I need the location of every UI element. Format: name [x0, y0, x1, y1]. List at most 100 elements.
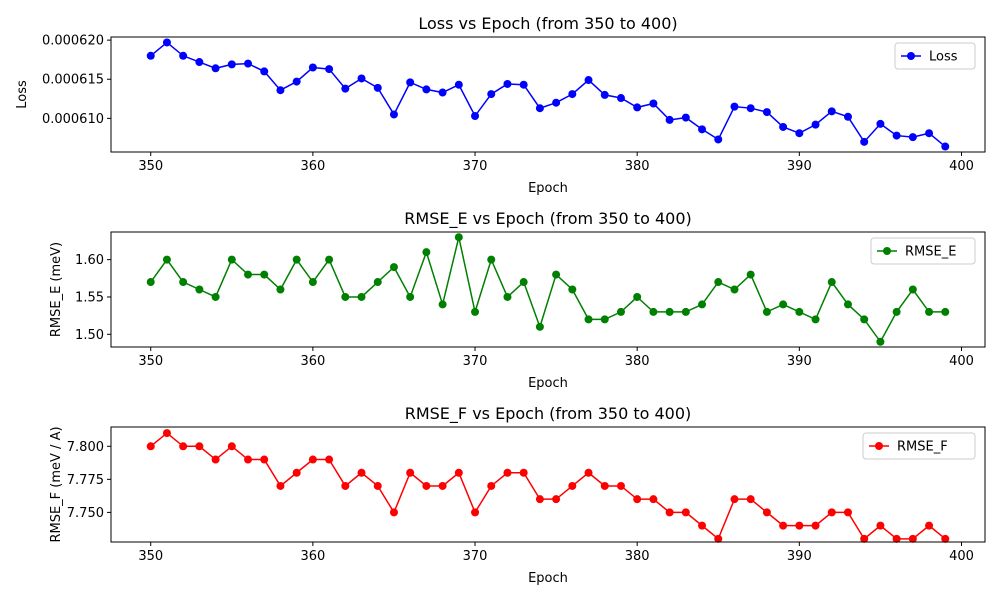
data-point [584, 76, 593, 85]
data-point [746, 495, 755, 504]
plot-frame [110, 231, 986, 348]
data-point [276, 86, 285, 95]
data-point [941, 534, 950, 543]
data-point [357, 468, 366, 477]
data-point [244, 59, 253, 68]
data-point [519, 468, 528, 477]
legend-box [870, 237, 976, 265]
data-point [276, 481, 285, 490]
data-point [211, 292, 220, 301]
data-point [584, 468, 593, 477]
data-point [746, 270, 755, 279]
x-tick-label: 360 [300, 549, 325, 564]
data-point [406, 468, 415, 477]
data-point [308, 63, 317, 72]
x-tick-label: 400 [949, 549, 974, 564]
data-point [860, 315, 869, 324]
data-point [146, 442, 155, 451]
data-point [698, 521, 707, 530]
y-tick-label: 7.750 [67, 506, 104, 521]
data-point [795, 129, 804, 138]
data-point [714, 135, 723, 144]
y-tick-label: 1.60 [75, 253, 104, 268]
data-point [211, 64, 220, 73]
y-axis-label: RMSE_F (meV / A) [49, 426, 64, 542]
legend-marker [907, 52, 915, 60]
x-tick-label: 370 [463, 159, 488, 174]
data-point [341, 481, 350, 490]
data-point [584, 315, 593, 324]
data-point [308, 278, 317, 287]
data-point [487, 481, 496, 490]
data-point [795, 521, 804, 530]
x-tick-label: 390 [787, 354, 812, 369]
data-point [406, 292, 415, 301]
y-axis-label: RMSE_E (meV) [49, 242, 64, 337]
data-point [827, 508, 836, 517]
x-tick-label: 350 [138, 354, 163, 369]
legend-label: RMSE_F [897, 440, 948, 455]
data-point [195, 58, 204, 67]
data-point [211, 455, 220, 464]
legend-box [862, 432, 976, 460]
x-axis-label: Epoch [528, 571, 568, 586]
data-point [843, 300, 852, 309]
data-point [422, 85, 431, 94]
y-tick-label: 1.55 [75, 290, 104, 305]
data-point [503, 292, 512, 301]
x-tick-label: 380 [625, 159, 650, 174]
data-point [471, 307, 480, 316]
data-point [827, 278, 836, 287]
data-point [422, 248, 431, 257]
data-point [908, 534, 917, 543]
data-point [730, 102, 739, 111]
data-point [357, 74, 366, 83]
x-tick-label: 360 [300, 354, 325, 369]
data-point [535, 495, 544, 504]
data-point [633, 292, 642, 301]
legend-label: Loss [929, 50, 958, 65]
data-point [389, 110, 398, 119]
data-point [292, 255, 301, 264]
data-point [535, 104, 544, 113]
x-axis-label: Epoch [528, 181, 568, 196]
y-tick-label: 7.800 [67, 440, 104, 455]
chart-panel-1: Loss vs Epoch (from 350 to 400) 350 360 370… [15, 14, 986, 196]
plot-frame [110, 36, 986, 153]
data-point [681, 113, 690, 122]
data-point [681, 307, 690, 316]
data-point [892, 131, 901, 140]
data-point [649, 99, 658, 108]
data-point [827, 107, 836, 116]
data-point [373, 83, 382, 92]
x-tick-label: 400 [949, 354, 974, 369]
data-point [860, 137, 869, 146]
data-point [649, 495, 658, 504]
data-point [341, 292, 350, 301]
data-point [762, 307, 771, 316]
data-point [146, 278, 155, 287]
data-point [503, 468, 512, 477]
data-point [260, 270, 269, 279]
data-point [389, 508, 398, 517]
data-point [325, 455, 334, 464]
y-tick-label: 0.000610 [42, 112, 104, 127]
data-point [227, 442, 236, 451]
data-point [762, 508, 771, 517]
x-tick-label: 370 [463, 549, 488, 564]
data-point [454, 468, 463, 477]
data-point [162, 38, 171, 47]
data-point [876, 119, 885, 128]
data-point [308, 455, 317, 464]
data-point [892, 307, 901, 316]
plot-frame [110, 426, 986, 543]
x-tick-label: 370 [463, 354, 488, 369]
series-line [150, 432, 946, 541]
data-point [552, 98, 561, 107]
data-point [616, 481, 625, 490]
data-point [908, 133, 917, 142]
data-point [843, 508, 852, 517]
data-point [665, 307, 674, 316]
data-point [146, 51, 155, 60]
